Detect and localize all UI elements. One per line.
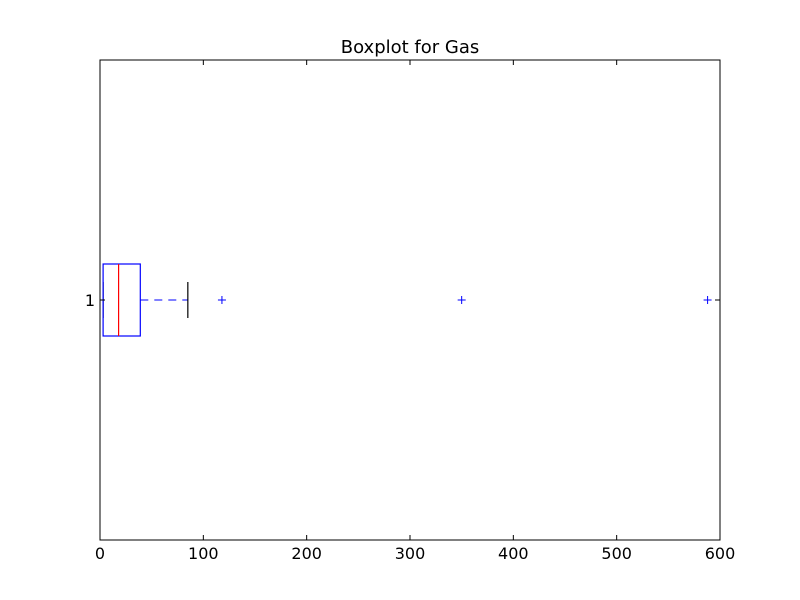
chart-title: Boxplot for Gas <box>341 37 480 58</box>
x-tick-label: 100 <box>188 544 219 563</box>
outlier-point <box>703 296 712 304</box>
y-axis: 1 <box>85 291 720 310</box>
x-tick-label: 300 <box>395 544 426 563</box>
plot-area <box>102 263 712 337</box>
axes-frame <box>99 59 721 541</box>
x-tick-label: 500 <box>601 544 632 563</box>
outlier-point <box>457 296 466 304</box>
outlier-point <box>217 296 226 304</box>
box-iqr <box>102 263 141 337</box>
x-tick-label: 200 <box>291 544 322 563</box>
x-tick-label: 600 <box>705 544 736 563</box>
x-tick-label: 400 <box>498 544 529 563</box>
x-tick-label: 0 <box>95 544 105 563</box>
y-tick-label: 1 <box>85 291 95 310</box>
x-axis: 0 100 200 300 400 500 600 <box>95 60 735 563</box>
